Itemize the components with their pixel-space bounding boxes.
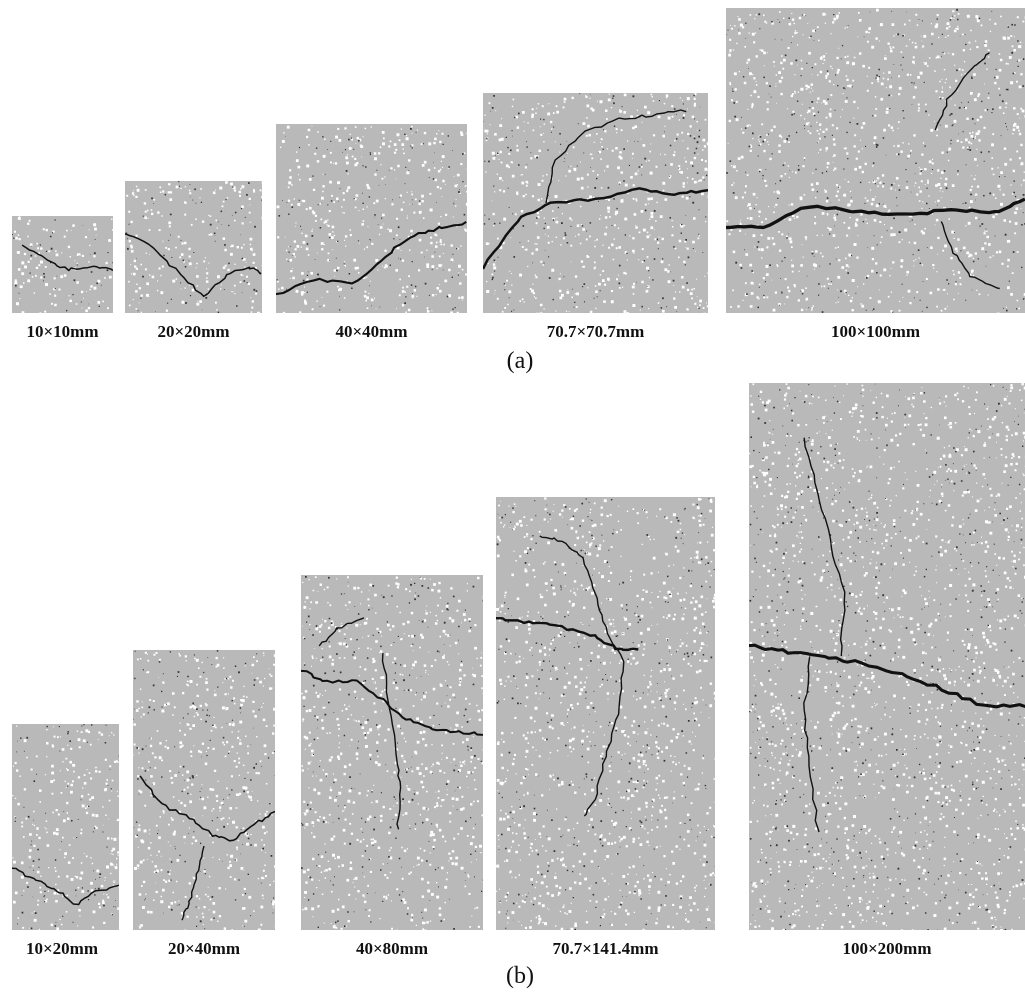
specimen-image-20x20 [125,181,262,313]
specimen-label-70x141: 70.7×141.4mm [552,939,659,958]
specimen-image-10x20 [12,724,119,930]
crack-line [496,616,639,652]
specimen-image-40x80 [301,575,483,930]
crack-line [301,669,483,736]
crack-line [125,233,262,298]
crack-line [21,244,113,272]
crack-line [381,653,402,830]
crack-line [539,535,625,817]
panel-label-b: (b) [506,963,534,989]
crack-line [483,187,708,270]
specimen-image-20x40 [133,650,275,930]
specimen-label-20x20: 20×20mm [157,322,230,341]
specimen-image-100x200 [749,383,1025,930]
specimen-label-20x40: 20×40mm [167,939,240,958]
crack-line [276,221,467,296]
panel-label-a: (a) [506,348,534,374]
crack-line [12,867,119,906]
crack-line [726,197,1025,230]
speckle-texture [496,497,715,930]
specimen-label-100x100: 100×100mm [830,322,920,341]
speckle-texture [12,216,113,313]
specimen-image-10x10 [12,216,113,313]
specimen-label-100x200: 100×200mm [842,939,932,958]
speckle-texture [301,576,483,930]
speckle-texture [125,181,262,313]
speckle-texture [133,650,275,930]
crack-line [934,52,990,131]
speckle-texture [12,724,119,930]
crack-line [803,656,820,833]
speckle-texture [749,383,1025,930]
crack-line [940,221,1000,290]
crack-line [749,643,1025,709]
specimen-label-10x20: 10×20mm [25,939,98,958]
speckle-texture [483,93,708,313]
specimen-label-70x70: 70.7×70.7mm [546,322,645,341]
crack-line [545,109,687,204]
crack-line [181,845,205,921]
specimen-label-40x40: 40×40mm [335,322,408,341]
specimen-image-70x70 [483,93,708,313]
crack-line [803,437,846,657]
specimen-image-70x141 [496,497,715,930]
specimen-label-40x80: 40×80mm [355,939,428,958]
specimen-image-100x100 [726,8,1025,313]
specimen-image-40x40 [276,124,467,313]
speckle-texture [726,8,1025,313]
crack-line [139,775,275,842]
crack-line [318,617,365,647]
specimen-label-10x10: 10×10mm [26,322,99,341]
speckle-texture [276,125,467,313]
